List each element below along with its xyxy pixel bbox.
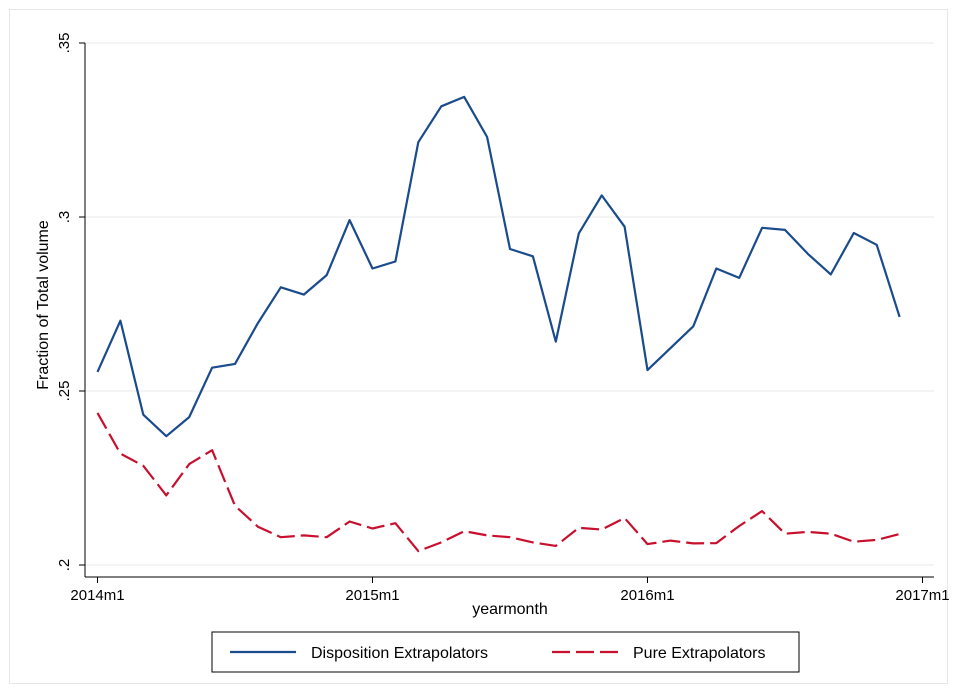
legend: Disposition Extrapolators Pure Extrapolat… bbox=[211, 631, 800, 673]
y-tick-label: .2 bbox=[56, 559, 73, 572]
chart-frame bbox=[9, 9, 948, 684]
x-tick-label: 2017m1 bbox=[895, 587, 949, 604]
x-axis-title: yearmonth bbox=[472, 601, 548, 618]
legend-box bbox=[211, 631, 800, 673]
x-tick-label: 2014m1 bbox=[70, 587, 124, 604]
y-axis-title: Fraction of Total volume bbox=[35, 220, 52, 390]
y-tick-label: .25 bbox=[56, 381, 73, 402]
x-tick-label: 2016m1 bbox=[620, 587, 674, 604]
grid-lines bbox=[85, 42, 934, 566]
legend-label: Disposition Extrapolators bbox=[311, 645, 488, 662]
series-line-pure-extrapolators bbox=[96, 412, 900, 553]
legend-label: Pure Extrapolators bbox=[633, 645, 766, 662]
y-tick-label: .3 bbox=[56, 211, 73, 224]
series-lines bbox=[96, 95, 901, 553]
y-tick-label: .35 bbox=[56, 33, 73, 54]
series-line-disposition-extrapolators bbox=[96, 95, 901, 438]
axes: .2 .25 .3 .35 2014m1 2015m1 2016m1 2017m1 bbox=[56, 33, 950, 604]
x-tick-label: 2015m1 bbox=[345, 587, 399, 604]
